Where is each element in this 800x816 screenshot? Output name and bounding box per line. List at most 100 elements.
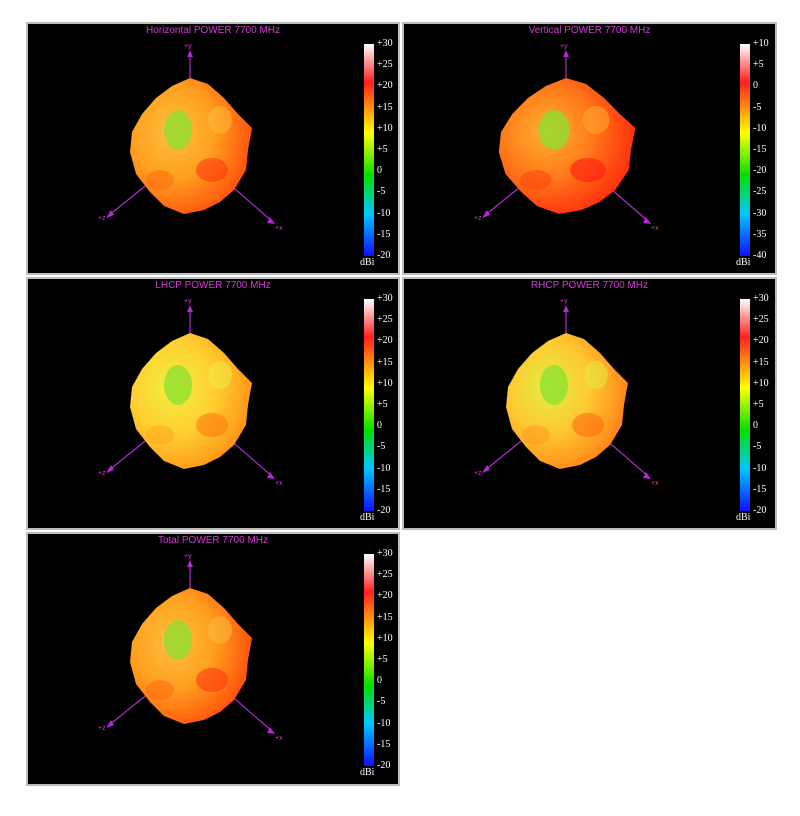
color-scale-bar — [364, 44, 374, 256]
scale-tick-label: +25 — [377, 59, 393, 71]
surface-shading — [208, 106, 232, 134]
scale-tick-label: -10 — [753, 122, 767, 134]
axis-label-z: +z — [474, 215, 482, 222]
axis-label-z: +z — [98, 725, 106, 732]
scale-unit-label: dBi — [736, 257, 751, 268]
surface-shading — [164, 620, 192, 660]
scale-tick-label: -5 — [753, 101, 762, 113]
surface-shading — [538, 110, 570, 150]
surface-shading — [146, 680, 174, 700]
surface-shading — [164, 110, 192, 150]
surface-shading — [164, 365, 192, 405]
scale-tick-label: -15 — [753, 144, 767, 155]
scale-tick-label: 0 — [753, 420, 758, 432]
x-axis-arrow — [267, 472, 275, 479]
scale-tick-label: -20 — [377, 505, 391, 516]
scale-tick-label: -20 — [377, 250, 391, 261]
axis-label-x: +x — [275, 480, 283, 487]
scale-unit-label: dBi — [360, 257, 375, 268]
z-axis-arrow — [106, 465, 114, 473]
scale-tick-label: +25 — [377, 569, 393, 581]
scale-tick-label: -20 — [753, 165, 767, 177]
surface-shading — [146, 170, 174, 190]
scale-tick-label: -10 — [753, 462, 767, 474]
y-axis-arrow — [187, 50, 193, 57]
panel-title: LHCP POWER 7700 MHz — [155, 280, 271, 291]
scale-tick-label: +5 — [753, 59, 764, 71]
surface-shading — [584, 361, 608, 389]
pattern-plot: +y +z +x — [98, 298, 283, 487]
scale-tick-label: -5 — [377, 186, 386, 198]
pattern-plot: +y +z +x — [474, 298, 659, 487]
y-axis-arrow — [563, 50, 569, 57]
scale-unit-label: dBi — [360, 767, 375, 778]
pattern-plot: +y +z +x — [474, 43, 659, 232]
panel-title: Vertical POWER 7700 MHz — [528, 25, 651, 36]
scale-tick-label: +15 — [377, 356, 393, 368]
scale-tick-label: 0 — [753, 80, 758, 92]
scale-tick-label: +5 — [377, 654, 388, 665]
surface-shading — [196, 413, 228, 437]
y-axis-arrow — [187, 560, 193, 567]
scale-tick-label: +10 — [377, 377, 393, 389]
scale-tick-label: +25 — [377, 314, 393, 326]
scale-tick-label: -40 — [753, 250, 767, 261]
scale-tick-label: -25 — [753, 186, 767, 198]
surface-shading — [146, 425, 174, 445]
pattern-panel: Horizontal POWER 7700 MHz +y +z +x +30 +25 +20… — [26, 22, 400, 275]
scale-unit-label: dBi — [736, 512, 751, 523]
x-axis-arrow — [267, 217, 275, 224]
scale-tick-label: +30 — [377, 548, 393, 559]
surface-shading — [208, 361, 232, 389]
color-scale-bar — [740, 44, 750, 256]
scale-tick-label: -15 — [753, 483, 767, 495]
axis-label-z: +z — [98, 215, 106, 222]
scale-tick-label: +5 — [377, 399, 388, 410]
surface-shading — [208, 616, 232, 644]
axis-label-y: +y — [184, 553, 192, 560]
color-scale-bar — [740, 299, 750, 511]
surface-shading — [522, 425, 550, 445]
scale-tick-label: -5 — [377, 441, 386, 453]
scale-tick-label: +10 — [377, 122, 393, 134]
scale-tick-label: -15 — [377, 228, 391, 240]
scale-tick-label: +15 — [753, 356, 769, 368]
scale-tick-label: -30 — [753, 207, 767, 219]
panel-title: Horizontal POWER 7700 MHz — [146, 25, 280, 36]
radiation-pattern-surface — [506, 333, 628, 469]
scale-tick-label: +20 — [377, 590, 393, 602]
scale-unit-label: dBi — [360, 512, 375, 523]
scale-tick-label: -15 — [377, 483, 391, 495]
scale-tick-label: +10 — [753, 38, 769, 49]
surface-shading — [572, 413, 604, 437]
scale-tick-label: -20 — [753, 505, 767, 516]
scale-tick-label: +30 — [753, 293, 769, 304]
scale-tick-label: -15 — [377, 738, 391, 750]
scale-tick-label: +20 — [377, 80, 393, 92]
axis-label-y: +y — [560, 298, 568, 305]
pattern-plot: +y +z +x — [98, 553, 283, 742]
axis-label-x: +x — [275, 225, 283, 232]
surface-shading — [540, 365, 568, 405]
scale-tick-label: +10 — [753, 377, 769, 389]
scale-tick-label: +30 — [377, 38, 393, 49]
axis-label-y: +y — [184, 43, 192, 50]
scale-tick-label: +25 — [753, 314, 769, 326]
z-axis-arrow — [106, 210, 114, 218]
color-scale-bar — [364, 554, 374, 766]
pattern-panel: LHCP POWER 7700 MHz +y +z +x +30 +25 +20 +15 +10… — [26, 277, 400, 530]
axis-label-x: +x — [275, 735, 283, 742]
scale-tick-label: +5 — [377, 144, 388, 155]
radiation-pattern-surface — [130, 588, 252, 724]
surface-shading — [520, 170, 552, 190]
axis-label-z: +z — [98, 470, 106, 477]
surface-shading — [570, 158, 606, 182]
z-axis-arrow — [482, 465, 490, 473]
scale-tick-label: -10 — [377, 207, 391, 219]
panel-title: Total POWER 7700 MHz — [157, 535, 269, 546]
axis-label-x: +x — [651, 480, 659, 487]
x-axis-arrow — [267, 727, 275, 734]
scale-tick-label: +5 — [753, 399, 764, 410]
scale-tick-label: +20 — [377, 335, 393, 347]
axis-label-x: +x — [651, 225, 659, 232]
